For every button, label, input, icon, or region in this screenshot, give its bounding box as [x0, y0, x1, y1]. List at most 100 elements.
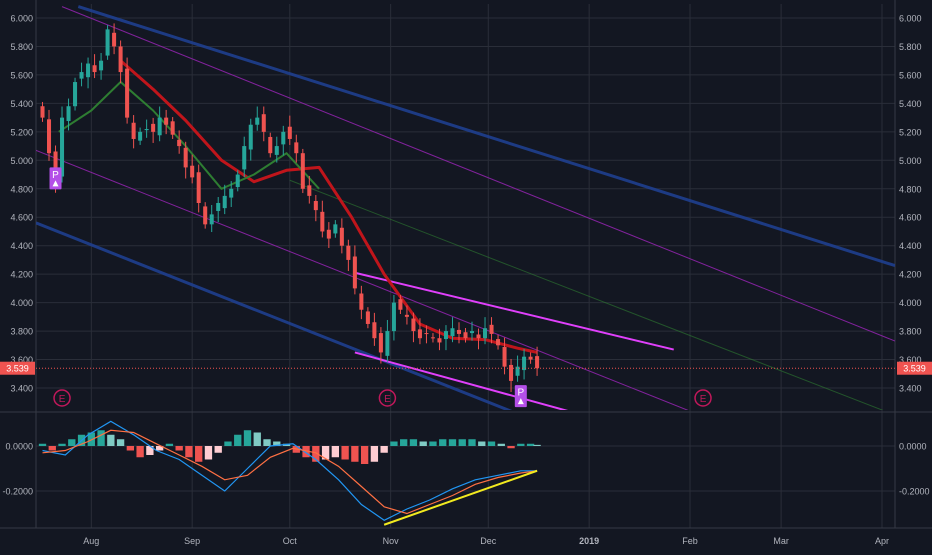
macd-histogram-bar[interactable]	[341, 446, 349, 460]
candle[interactable]	[203, 206, 208, 225]
candle[interactable]	[255, 117, 260, 125]
macd-histogram-bar[interactable]	[195, 446, 203, 462]
macd-histogram-bar[interactable]	[478, 441, 486, 447]
candle[interactable]	[66, 106, 71, 122]
candle[interactable]	[417, 329, 422, 339]
candle[interactable]	[535, 356, 540, 369]
candle[interactable]	[496, 339, 501, 346]
channel-line-blue[interactable]	[77, 5, 895, 268]
macd-histogram-bar[interactable]	[204, 446, 213, 460]
macd-histogram-bar[interactable]	[468, 439, 476, 446]
candle[interactable]	[105, 29, 110, 56]
macd-histogram-bar[interactable]	[312, 446, 320, 462]
wedge-upper-line[interactable]	[354, 271, 674, 351]
macd-histogram-bar[interactable]	[429, 441, 437, 447]
candle[interactable]	[424, 333, 429, 335]
candle[interactable]	[339, 227, 344, 246]
candle[interactable]	[352, 256, 357, 289]
price-axis[interactable]: 6.000 6.000 5.800 5.800 5.600 5.600 5.400 5.400…	[2, 14, 929, 497]
candle[interactable]	[235, 174, 240, 188]
candle[interactable]	[372, 322, 377, 339]
candle[interactable]	[522, 356, 527, 371]
macd-histogram-bar[interactable]	[253, 432, 261, 447]
macd-pane[interactable]	[38, 420, 541, 526]
candle[interactable]	[170, 121, 175, 135]
macd-histogram-bar[interactable]	[175, 446, 183, 451]
candle[interactable]	[229, 188, 234, 198]
channel-line-purple[interactable]	[36, 149, 700, 415]
channel-line-blue[interactable]	[36, 221, 521, 415]
macd-histogram-bar[interactable]	[224, 441, 232, 447]
earnings-event-marker[interactable]: E	[694, 389, 712, 407]
macd-histogram-bar[interactable]	[58, 443, 66, 446]
candle[interactable]	[430, 337, 435, 339]
macd-histogram-bar[interactable]	[146, 446, 154, 455]
candle[interactable]	[320, 211, 325, 232]
macd-histogram-bar[interactable]	[507, 446, 515, 449]
candle[interactable]	[333, 224, 338, 234]
candle[interactable]	[300, 153, 305, 189]
pattern-badge[interactable]: P	[514, 385, 527, 408]
macd-histogram-bar[interactable]	[38, 443, 47, 446]
macd-histogram-bar[interactable]	[487, 441, 496, 447]
macd-histogram-bar[interactable]	[360, 446, 369, 464]
candle[interactable]	[53, 151, 58, 182]
macd-histogram-bar[interactable]	[448, 439, 457, 446]
macd-histogram-bar[interactable]	[97, 430, 105, 446]
candle[interactable]	[125, 68, 130, 118]
candle[interactable]	[46, 119, 52, 154]
candle[interactable]	[177, 139, 182, 147]
candle[interactable]	[378, 333, 383, 353]
macd-histogram-bar[interactable]	[458, 439, 466, 446]
macd-histogram-bar[interactable]	[126, 446, 135, 451]
macd-histogram-bar[interactable]	[155, 446, 164, 451]
earnings-event-marker[interactable]: E	[53, 389, 71, 407]
macd-histogram-bar[interactable]	[526, 443, 535, 446]
candle[interactable]	[385, 331, 390, 356]
macd-histogram-bar[interactable]	[68, 439, 76, 446]
candle[interactable]	[483, 328, 488, 339]
candle[interactable]	[92, 65, 97, 73]
macd-histogram-bar[interactable]	[116, 439, 125, 446]
signal-line[interactable]	[42, 429, 538, 515]
channel-line-green[interactable]	[289, 179, 895, 415]
pattern-badge[interactable]: P	[49, 167, 62, 190]
candle[interactable]	[359, 293, 364, 310]
candle[interactable]	[261, 114, 266, 132]
macd-histogram-bar[interactable]	[370, 446, 379, 462]
candle[interactable]	[60, 117, 65, 177]
time-axis[interactable]: Aug Sep Oct Nov Dec 2019 Feb Mar Apr	[83, 536, 889, 546]
price-pane[interactable]	[36, 5, 895, 415]
candle[interactable]	[391, 302, 396, 332]
macd-histogram-bar[interactable]	[273, 441, 281, 447]
macd-histogram-bar[interactable]	[48, 446, 56, 451]
candle[interactable]	[326, 229, 331, 239]
macd-histogram-bar[interactable]	[185, 446, 193, 458]
channel-line-purple[interactable]	[61, 6, 895, 342]
macd-histogram-bar[interactable]	[497, 443, 505, 446]
earnings-event-marker[interactable]: E	[378, 389, 397, 407]
macd-histogram-bar[interactable]	[214, 446, 222, 453]
candle[interactable]	[131, 122, 136, 139]
macd-histogram-bar[interactable]	[351, 446, 359, 462]
candle[interactable]	[99, 60, 104, 71]
candle[interactable]	[437, 338, 442, 343]
candle[interactable]	[404, 314, 409, 317]
candle[interactable]	[502, 347, 507, 367]
candle[interactable]	[294, 142, 299, 154]
macd-histogram-bar[interactable]	[107, 434, 115, 446]
macd-histogram-bar[interactable]	[302, 446, 310, 458]
candle[interactable]	[196, 172, 201, 203]
macd-histogram-bar[interactable]	[331, 446, 340, 458]
candle[interactable]	[307, 185, 312, 196]
macd-histogram-bar[interactable]	[165, 443, 174, 446]
macd-histogram-bar[interactable]	[517, 443, 525, 446]
candle[interactable]	[456, 329, 462, 334]
candle[interactable]	[151, 123, 156, 132]
macd-histogram-bar[interactable]	[419, 441, 427, 447]
macd-histogram-bar[interactable]	[243, 430, 252, 446]
divergence-trendline[interactable]	[383, 469, 538, 526]
candle[interactable]	[450, 328, 455, 337]
